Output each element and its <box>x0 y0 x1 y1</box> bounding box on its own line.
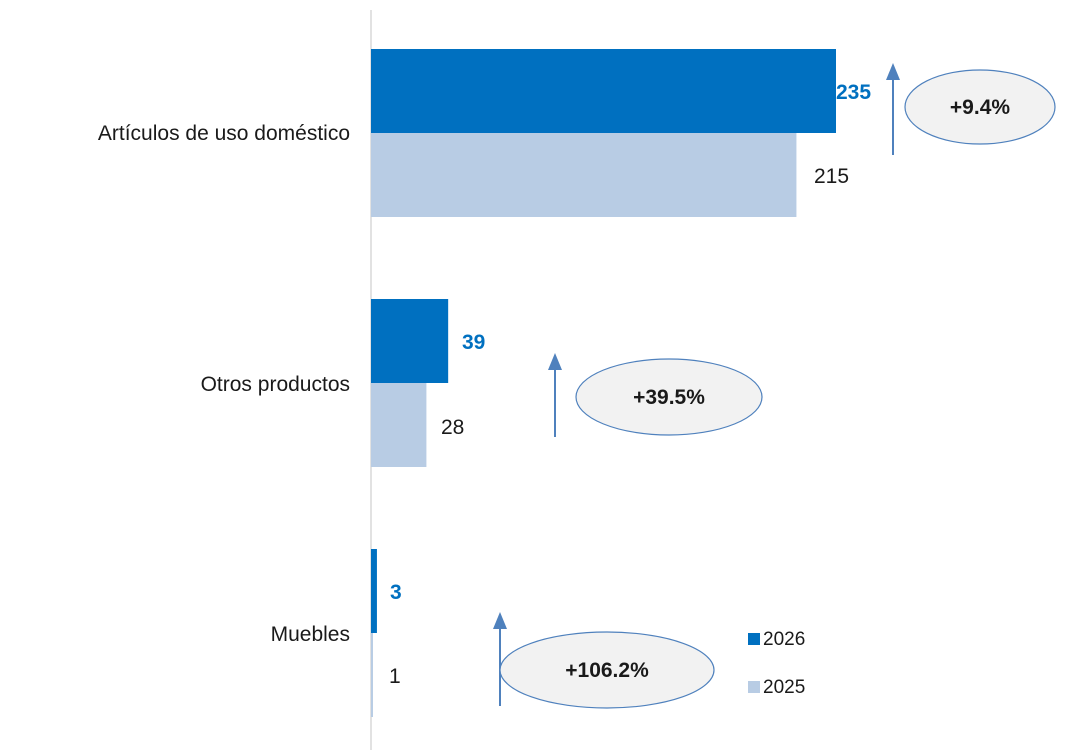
legend-label-2026: 2026 <box>763 629 805 650</box>
data-label-2026: 3 <box>390 581 402 604</box>
change-badge: +106.2% <box>499 631 715 709</box>
up-arrow-icon <box>548 353 562 437</box>
legend: 2026 2025 <box>748 629 805 698</box>
data-label-2025: 215 <box>814 165 849 188</box>
legend-label-2025: 2025 <box>763 677 805 698</box>
change-badge: +39.5% <box>575 358 763 436</box>
data-label-2026: 235 <box>836 81 871 104</box>
data-label-2025: 28 <box>441 416 464 439</box>
change-value: +9.4% <box>950 96 1010 119</box>
category-label: Artículos de uso doméstico <box>98 122 350 145</box>
bar-2025 <box>371 133 797 217</box>
bar-2025 <box>371 633 373 717</box>
change-value: +39.5% <box>633 386 705 409</box>
legend-swatch-2026 <box>748 633 760 645</box>
legend-swatch-2025 <box>748 681 760 693</box>
up-arrow-icon <box>886 63 900 155</box>
bar-2026 <box>371 299 449 383</box>
change-badge: +9.4% <box>904 69 1056 145</box>
category-label: Muebles <box>271 623 350 646</box>
bar-2025 <box>371 383 427 467</box>
bar-2026 <box>371 49 836 133</box>
bar-2026 <box>371 549 377 633</box>
category-label: Otros productos <box>201 373 350 396</box>
data-label-2025: 1 <box>389 665 401 688</box>
data-label-2026: 39 <box>462 331 485 354</box>
change-value: +106.2% <box>565 659 649 682</box>
